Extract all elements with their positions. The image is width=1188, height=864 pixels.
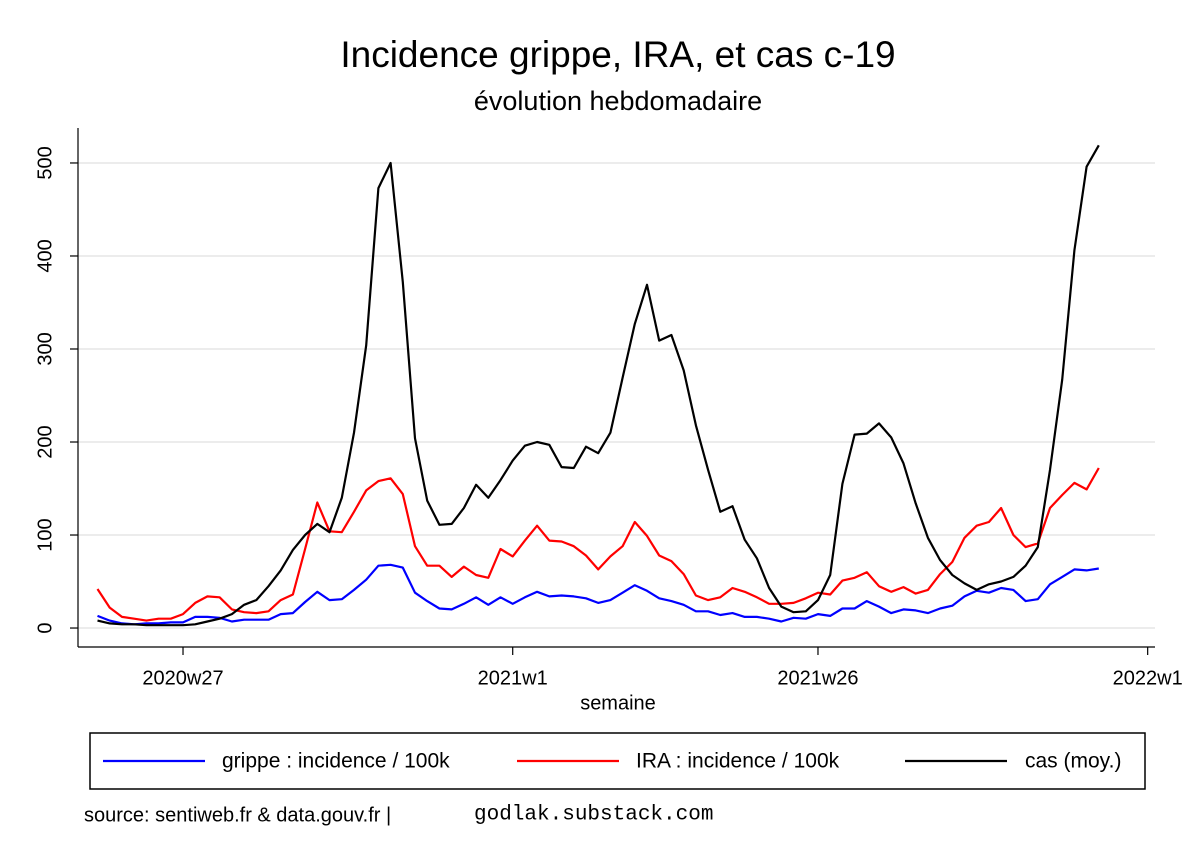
y-tick-label: 300 <box>34 332 56 365</box>
source-note: source: sentiweb.fr & data.gouv.fr | <box>84 804 391 826</box>
y-tick-label: 0 <box>34 622 56 633</box>
series-line <box>97 563 1099 626</box>
legend-label: IRA : incidence / 100k <box>636 750 840 773</box>
legend-label: cas (moy.) <box>1025 750 1121 773</box>
legend-label: grippe : incidence / 100k <box>222 750 450 773</box>
x-tick-label: 2022w1 <box>1113 667 1183 689</box>
x-axis-label: semaine <box>580 692 656 714</box>
chart-title: Incidence grippe, IRA, et cas c-19 <box>340 34 895 75</box>
x-tick-label: 2021w1 <box>478 667 548 689</box>
y-tick-label: 400 <box>34 239 56 272</box>
credit: godlak.substack.com <box>474 804 713 827</box>
series-line <box>96 467 1100 622</box>
y-tick-label: 500 <box>34 146 56 179</box>
y-tick-label: 200 <box>34 425 56 458</box>
y-tick-label: 100 <box>34 518 56 551</box>
x-tick-label: 2021w26 <box>777 667 858 689</box>
chart-subtitle: évolution hebdomadaire <box>474 86 762 116</box>
legend-box <box>89 732 1146 790</box>
x-tick-label: 2020w27 <box>142 667 223 689</box>
series-line <box>97 144 1100 627</box>
